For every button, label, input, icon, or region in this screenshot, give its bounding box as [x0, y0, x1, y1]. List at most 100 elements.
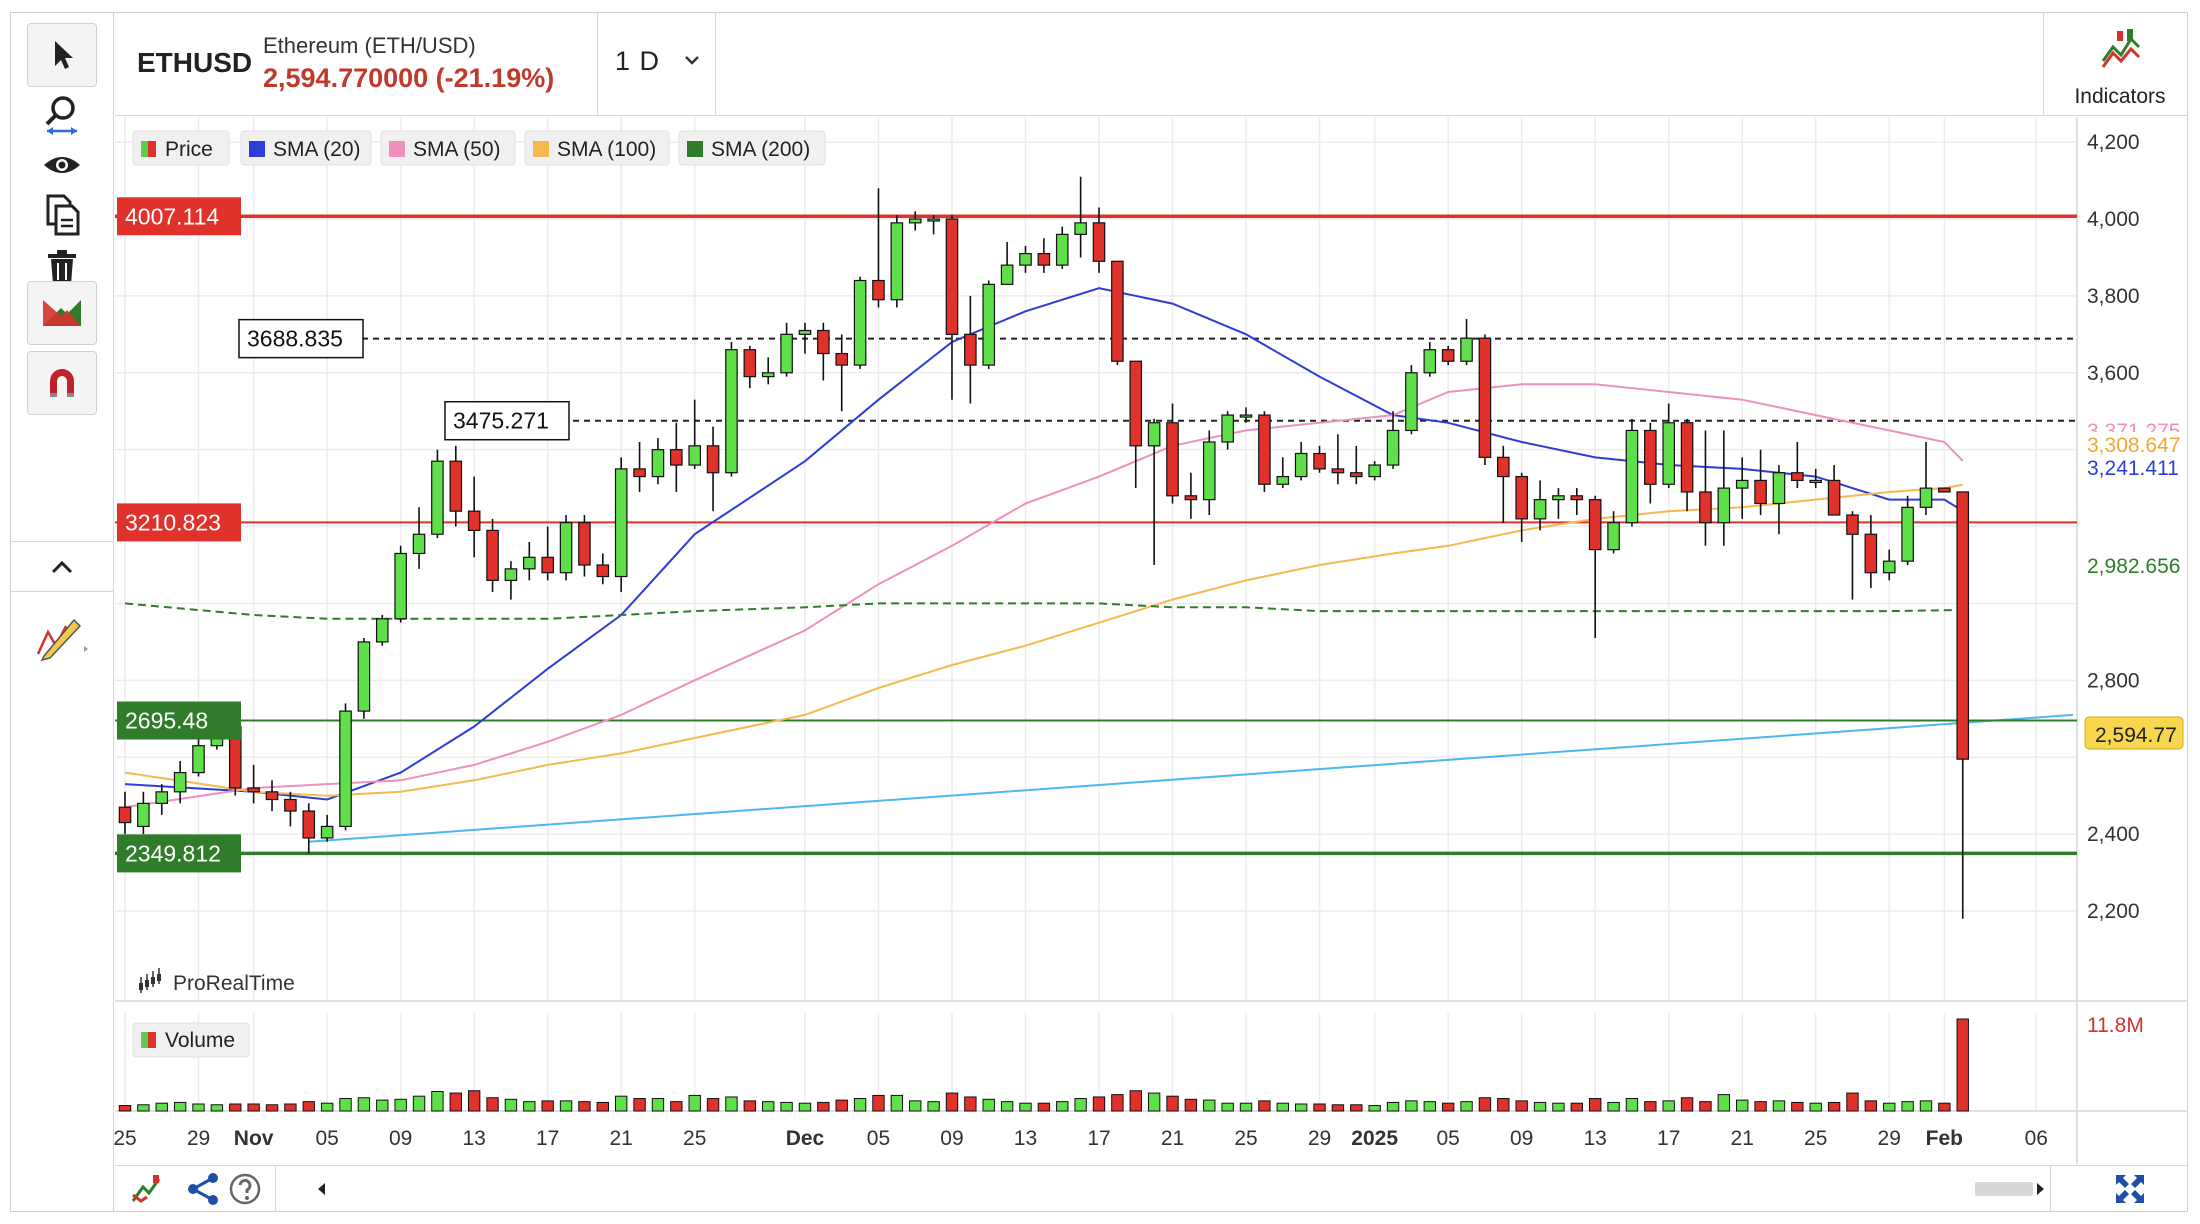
trend-tool-icon[interactable] — [27, 281, 97, 345]
legend-item[interactable] — [524, 130, 670, 166]
volume-bar — [651, 1098, 665, 1112]
help-icon[interactable] — [225, 1173, 265, 1205]
drawing-pencil-icon[interactable] — [27, 605, 97, 669]
toolbar-divider — [11, 541, 114, 542]
candle-body — [357, 641, 371, 712]
sma-value-box — [2079, 432, 2187, 459]
candle-body — [1111, 260, 1124, 362]
volume-bar — [1515, 1100, 1528, 1112]
sma-value-box — [2079, 553, 2187, 580]
tools-icon[interactable] — [125, 1174, 169, 1204]
fullscreen-icon[interactable] — [2110, 1174, 2150, 1204]
time-axis-tick: 21 — [610, 1127, 633, 1150]
candle-body — [1055, 233, 1069, 266]
logo-mark — [151, 977, 155, 984]
volume-bar — [1258, 1100, 1271, 1112]
legend-label: Price — [165, 138, 213, 161]
interval-selector[interactable]: 1 D — [615, 46, 661, 76]
zoom-icon[interactable] — [27, 83, 97, 147]
volume-bar — [1166, 1095, 1179, 1112]
candle-body — [1919, 487, 1933, 508]
time-axis-tick: 25 — [1234, 1127, 1257, 1150]
volume-bar — [210, 1104, 224, 1112]
chevron-up-icon[interactable] — [27, 543, 97, 591]
candle-body — [1000, 264, 1014, 285]
volume-bar — [1919, 1100, 1933, 1112]
time-axis-tick: 21 — [1731, 1127, 1754, 1150]
volume-bar — [1019, 1102, 1032, 1112]
volume-bar — [1313, 1103, 1326, 1112]
price-axis-tick: 3,800 — [2087, 285, 2140, 308]
legend-swatch — [249, 141, 265, 157]
volume-bar — [449, 1092, 462, 1112]
trash-icon[interactable] — [27, 235, 97, 299]
eye-icon[interactable] — [27, 133, 97, 197]
volume-bar — [853, 1098, 867, 1112]
volume-bar — [1074, 1098, 1087, 1112]
volume-bar — [835, 1099, 848, 1112]
volume-bar — [339, 1098, 352, 1112]
candle-body — [1497, 456, 1510, 478]
volume-bar — [1607, 1101, 1620, 1112]
candle-body — [320, 825, 334, 839]
volume-bar — [412, 1095, 426, 1112]
volume-bar — [1460, 1101, 1473, 1112]
volume-bar — [1092, 1096, 1106, 1112]
time-axis-tick: Feb — [1926, 1127, 1963, 1150]
volume-legend-label: Volume — [165, 1029, 235, 1052]
candle-body — [908, 218, 922, 224]
chart-canvas[interactable]: 2,2002,4002,8003,6003,8004,0004,20010M11… — [11, 13, 2187, 1211]
cursor-icon[interactable] — [27, 23, 97, 87]
legend-swatch — [141, 1032, 149, 1048]
scroll-right-icon[interactable] — [2033, 1174, 2049, 1204]
symbol-label[interactable]: ETHUSD — [137, 47, 253, 78]
legend-item[interactable] — [678, 130, 826, 166]
volume-bar — [1478, 1097, 1492, 1112]
time-axis-tick: 29 — [1878, 1127, 1901, 1150]
level-price-label: 4007.114 — [125, 203, 219, 229]
legend-item[interactable] — [380, 130, 516, 166]
share-icon[interactable] — [181, 1173, 225, 1205]
volume-bar — [1533, 1101, 1547, 1112]
volume-bar — [1938, 1102, 1951, 1112]
volume-bar — [1331, 1104, 1345, 1112]
legend-item[interactable] — [240, 130, 372, 166]
candle-body — [1882, 560, 1896, 574]
volume-bar — [890, 1094, 904, 1112]
legend-item[interactable] — [132, 130, 230, 166]
candle-body — [412, 533, 426, 555]
candle-body — [835, 352, 849, 366]
volume-bar — [1846, 1092, 1859, 1112]
candle-body — [486, 529, 499, 581]
candle-body — [982, 283, 996, 366]
candle-body — [1349, 472, 1363, 478]
volume-bar — [1588, 1098, 1602, 1112]
scrollbar-thumb[interactable] — [1975, 1174, 2033, 1204]
scroll-left-icon[interactable] — [311, 1174, 331, 1204]
bottom-divider — [275, 1166, 276, 1212]
volume-bar — [1791, 1101, 1804, 1112]
volume-bar — [798, 1102, 812, 1112]
volume-bar — [1809, 1102, 1822, 1112]
candle-body — [1423, 349, 1437, 374]
level-price-label: 3475.271 — [453, 408, 549, 434]
sma-line — [124, 287, 1964, 801]
copy-icon[interactable] — [27, 183, 97, 247]
volume-bar — [670, 1101, 683, 1112]
candle-body — [1221, 414, 1234, 443]
time-axis-tick: 2025 — [1351, 1127, 1398, 1150]
candle-body — [578, 522, 591, 566]
level-price-badge — [117, 834, 241, 873]
volume-bar — [541, 1100, 554, 1112]
volume-legend[interactable] — [132, 1022, 250, 1058]
time-axis-tick: Nov — [234, 1127, 274, 1150]
candle-body — [853, 279, 867, 366]
volume-bar — [1717, 1094, 1731, 1112]
volume-bar — [633, 1098, 646, 1112]
indicators-button[interactable]: Indicators — [2065, 27, 2175, 108]
candle-body — [964, 333, 977, 366]
time-axis-tick: 09 — [389, 1127, 412, 1150]
chevron-down-icon[interactable] — [683, 53, 701, 71]
legend-label: SMA (100) — [557, 138, 656, 161]
magnet-icon[interactable] — [27, 351, 97, 415]
